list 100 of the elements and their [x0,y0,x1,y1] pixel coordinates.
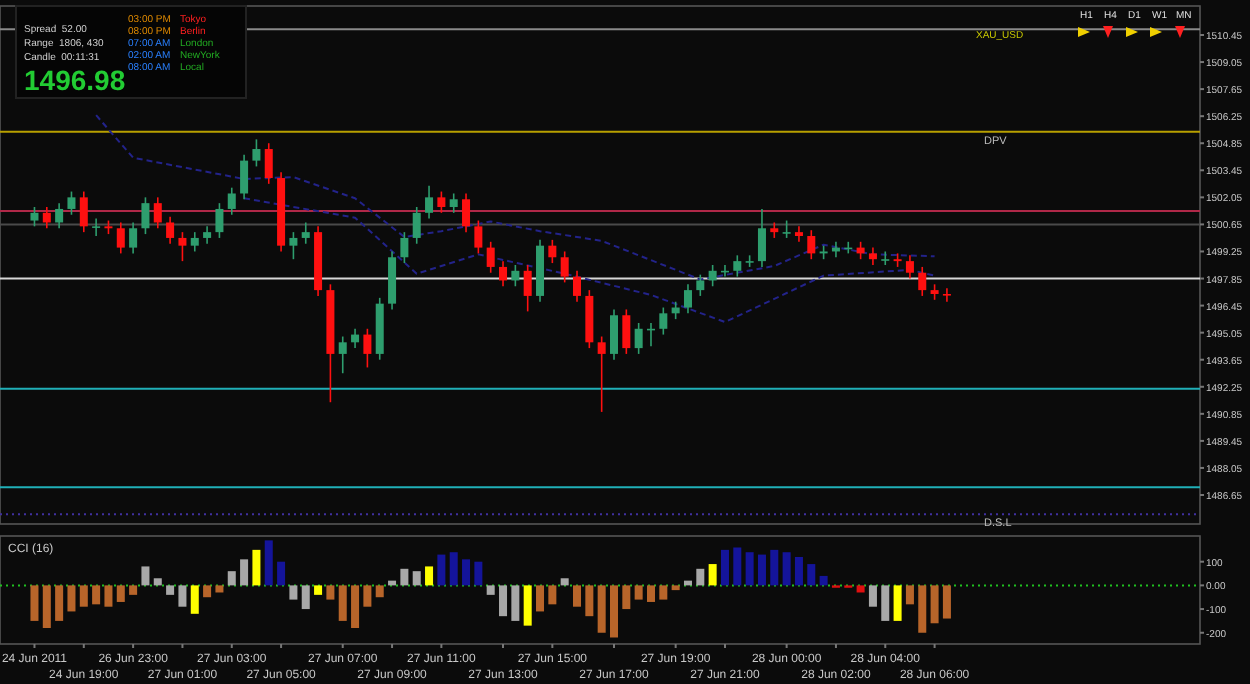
bar [671,585,680,591]
bar [129,585,138,595]
candlestick [597,335,606,413]
candlestick [708,264,717,288]
candlestick [905,254,914,280]
candlestick [622,308,631,355]
candlestick [942,287,951,303]
candlestick [301,221,310,245]
candlestick [757,208,766,268]
candlestick [338,335,347,375]
bar [215,585,224,593]
bar [277,561,286,586]
candlestick [462,192,471,233]
candlestick [178,231,187,262]
candlestick [67,190,76,216]
bar [462,559,471,586]
bar [585,585,594,617]
bar [634,585,643,600]
candlestick [585,289,594,349]
line-series [243,197,936,324]
bar [116,585,125,602]
bar [511,585,520,621]
bar [499,585,508,617]
bar [104,585,113,607]
candlestick [499,260,508,288]
bar [918,585,927,633]
bar [363,585,372,607]
candlestick [474,219,483,255]
bar [240,559,249,586]
candlestick [400,231,409,264]
bar [782,552,791,586]
candlestick [486,241,495,274]
candlestick [264,142,273,185]
candlestick [388,250,397,311]
bar [314,585,323,595]
candlestick [511,264,520,288]
bar [548,585,557,605]
candlestick [573,270,582,303]
bar [745,552,754,586]
bar [807,564,816,586]
bar [486,585,495,595]
bar [573,585,582,607]
bar [55,585,64,621]
bar [301,585,310,610]
bar [819,575,828,586]
candlestick [55,202,64,230]
candlestick [252,138,261,168]
bar [42,585,51,629]
bar [178,585,187,607]
bar [375,585,384,598]
candlestick [634,322,643,355]
bar [757,554,766,586]
bar [141,566,150,586]
bar [893,585,902,621]
bar [474,561,483,586]
bar [720,549,729,586]
bar [227,571,236,586]
candlestick [807,229,816,260]
bar [264,540,273,586]
candlestick [351,327,360,349]
bar [326,585,335,600]
candlestick [289,231,298,260]
annotation: 1496.98 [24,64,126,96]
bar [153,578,162,586]
bar [166,585,175,595]
bar [930,585,939,624]
candlestick [523,264,532,313]
bar [597,585,606,633]
bar [338,585,347,621]
bar [868,585,877,607]
candlestick [190,231,199,253]
candlestick [881,250,890,266]
bar [523,585,532,626]
candlestick [129,221,138,255]
candlestick [92,217,101,237]
candlestick [560,250,569,284]
bar [708,564,717,586]
candlestick [683,283,692,315]
bar [412,571,421,586]
bar [622,585,631,610]
bar [92,585,101,605]
candlestick [116,221,125,255]
bar [536,585,545,612]
bar [942,585,951,619]
candlestick [609,308,619,361]
bar [905,585,914,605]
bar [252,549,261,586]
bar [351,585,360,629]
bar [203,585,212,598]
candlestick [363,327,372,369]
candlestick [794,225,803,243]
candlestick [770,221,779,239]
bar [794,556,803,586]
candlestick [215,202,224,239]
bar [770,549,779,586]
candlestick [918,266,927,297]
bar [190,585,199,614]
candlestick [42,206,51,230]
bar [79,585,88,607]
bar [881,585,890,621]
